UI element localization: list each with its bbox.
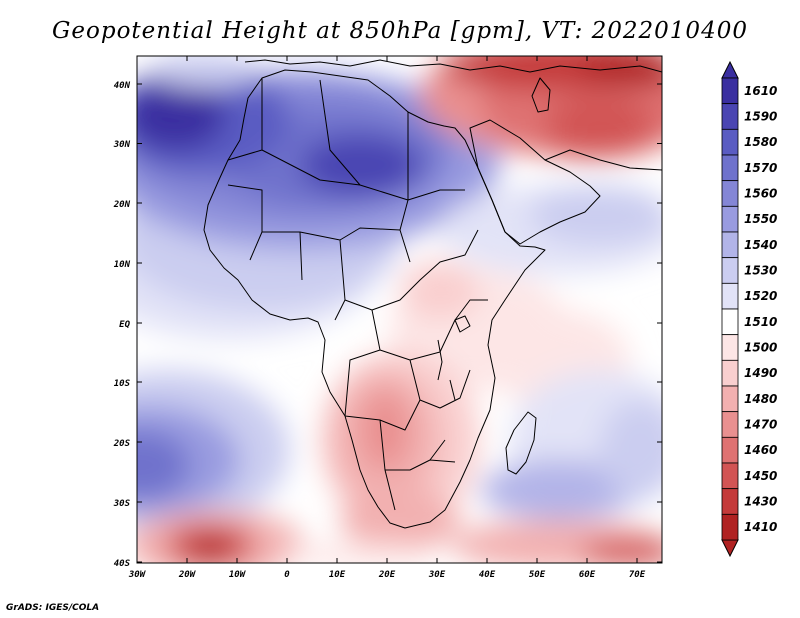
grads-credit: GrADS: IGES/COLA bbox=[6, 603, 100, 613]
lat-label-40n: 40N bbox=[114, 81, 131, 91]
lon-label-10w: 10W bbox=[229, 570, 247, 580]
colorbar-swatch bbox=[721, 77, 739, 105]
colorbar-label: 1450 bbox=[744, 469, 777, 483]
colorbar-label: 1610 bbox=[744, 84, 777, 98]
colorbar-bottom-arrow bbox=[721, 539, 739, 558]
lat-label-10s: 10S bbox=[114, 379, 131, 389]
axis-ticks bbox=[136, 56, 662, 563]
europe-coastline bbox=[244, 59, 662, 73]
latitude-labels: 40N 30N 20N 10N EQ 10S 20S 30S 40S bbox=[113, 81, 131, 569]
colorbar-swatch bbox=[721, 282, 739, 310]
height-field bbox=[137, 56, 662, 563]
lat-label-40s: 40S bbox=[114, 559, 131, 569]
colorbar-label: 1590 bbox=[744, 110, 777, 124]
colorbar-label: 1460 bbox=[744, 443, 777, 457]
lat-label-30s: 30S bbox=[113, 499, 131, 509]
colorbar-swatch bbox=[721, 359, 739, 387]
colorbar-label: 1580 bbox=[744, 135, 777, 149]
lake-tanganyika bbox=[437, 339, 443, 381]
colorbar-swatch bbox=[721, 257, 739, 284]
colorbar-swatch bbox=[721, 180, 739, 207]
colorbar-swatch bbox=[721, 513, 739, 541]
lon-label-0: 0 bbox=[284, 570, 290, 580]
colorbar-swatch bbox=[721, 462, 739, 490]
colorbar-label: 1430 bbox=[744, 495, 777, 509]
colorbar-label: 1560 bbox=[744, 187, 777, 201]
colorbar-swatch bbox=[721, 411, 739, 438]
colorbar-label: 1540 bbox=[744, 238, 777, 252]
colorbar-label: 1530 bbox=[744, 264, 777, 278]
colorbar-swatch bbox=[721, 385, 739, 413]
map-title: Geopotential Height at 850hPa [gpm], VT:… bbox=[52, 18, 748, 44]
lat-label-20n: 20N bbox=[113, 200, 131, 210]
colorbar-label: 1500 bbox=[744, 341, 777, 355]
colorbar-swatch bbox=[721, 488, 739, 515]
colorbar-swatch bbox=[721, 334, 739, 361]
colorbar-swatch bbox=[721, 308, 739, 336]
colorbar-label: 1490 bbox=[744, 366, 777, 380]
colorbar-label: 1570 bbox=[744, 161, 777, 175]
lat-label-20s: 20S bbox=[113, 439, 131, 449]
lon-label-30w: 30W bbox=[128, 570, 147, 580]
lat-label-30n: 30N bbox=[113, 140, 131, 150]
colorbar-label: 1510 bbox=[744, 315, 777, 329]
colorbar-swatch bbox=[721, 205, 739, 233]
colorbar-label: 1470 bbox=[744, 418, 777, 432]
lake-victoria bbox=[454, 315, 471, 333]
caspian-coastline bbox=[531, 77, 551, 113]
colorbar-swatch bbox=[721, 128, 739, 156]
lon-label-50e: 50E bbox=[529, 570, 546, 580]
country-borders bbox=[227, 78, 488, 511]
colorbar-swatch bbox=[721, 103, 739, 130]
longitude-labels: 30W 20W 10W 0 10E 20E 30E 40E 50E 60E 70… bbox=[128, 570, 646, 580]
lon-label-40e: 40E bbox=[479, 570, 496, 580]
iran-coastline bbox=[544, 149, 662, 171]
colorbar-top-arrow bbox=[721, 60, 739, 79]
lake-malawi bbox=[449, 379, 456, 401]
colorbar-label: 1550 bbox=[744, 212, 777, 226]
colorbar-label: 1480 bbox=[744, 392, 777, 406]
colorbar-swatch bbox=[721, 231, 739, 259]
lon-label-10e: 10E bbox=[329, 570, 346, 580]
lon-label-20w: 20W bbox=[178, 570, 197, 580]
colorbar-label: 1520 bbox=[744, 289, 777, 303]
lon-label-70e: 70E bbox=[629, 570, 646, 580]
coastlines bbox=[203, 59, 662, 529]
madagascar-coastline bbox=[505, 411, 537, 475]
colorbar-label: 1410 bbox=[744, 520, 777, 534]
lon-label-60e: 60E bbox=[579, 570, 596, 580]
lon-label-20e: 20E bbox=[378, 570, 396, 580]
colorbar-swatch bbox=[721, 436, 739, 464]
lat-label-10n: 10N bbox=[114, 260, 131, 270]
africa-coastline bbox=[203, 69, 546, 529]
arabia-coastline bbox=[469, 119, 601, 245]
map-frame bbox=[136, 55, 663, 564]
colorbar: 1610 1590 1580 1570 1560 1550 1540 1530 1520 1510… bbox=[721, 60, 777, 558]
lat-label-eq: EQ bbox=[119, 320, 130, 330]
colorbar-swatch bbox=[721, 154, 739, 182]
lon-label-30e: 30E bbox=[428, 570, 446, 580]
